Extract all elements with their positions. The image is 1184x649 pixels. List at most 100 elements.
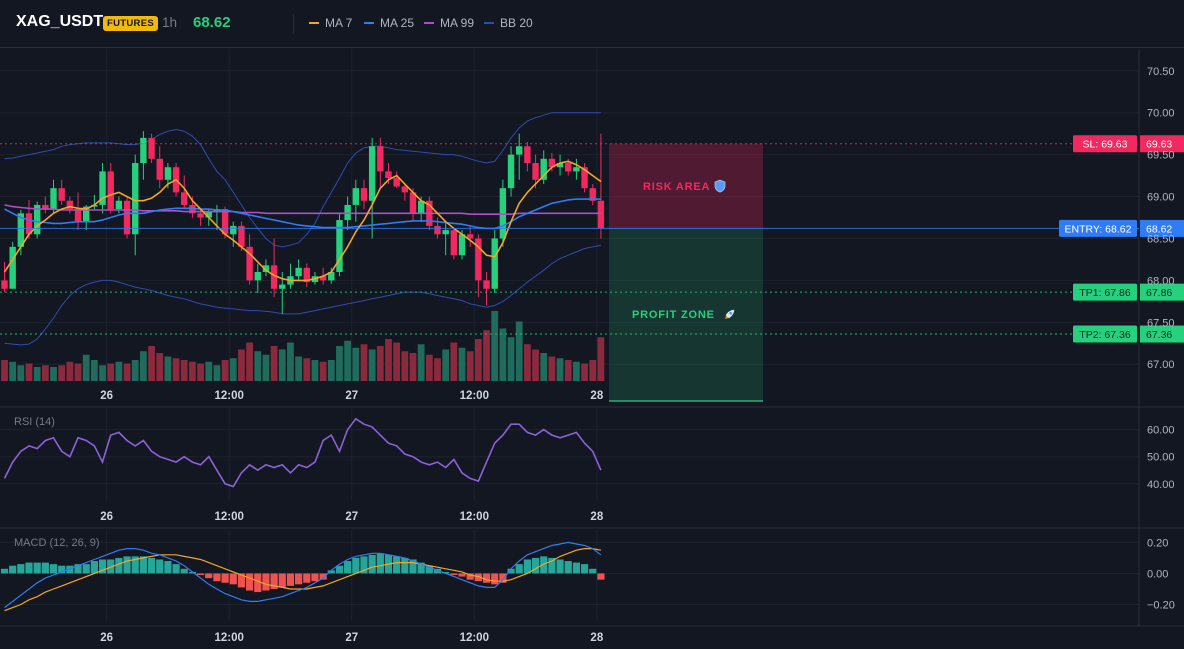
- volume-bar: [229, 358, 237, 381]
- candle-body: [132, 163, 139, 235]
- time-tick-label: 27: [345, 390, 358, 402]
- macd-histogram-bar: [499, 573, 507, 583]
- candle-body: [565, 163, 572, 172]
- candle-body: [336, 220, 343, 273]
- volume-bar: [66, 361, 74, 381]
- time-tick-label: 28: [590, 511, 603, 523]
- macd-panel: MACD (12, 26, 9): [0, 537, 605, 612]
- volume-bar: [99, 365, 106, 381]
- time-tick-label: 12:00: [460, 390, 489, 402]
- chart-header: XAG_USDT FUTURES 1h 68.62 MA 7 MA 25 MA …: [0, 0, 1184, 48]
- price-tick-label: 68.00: [1147, 275, 1175, 287]
- volume-bar: [82, 354, 90, 381]
- volume-bar: [9, 361, 17, 381]
- macd-histogram-bar: [0, 568, 9, 574]
- futures-badge: FUTURES: [103, 16, 158, 31]
- symbol-name[interactable]: XAG_USDT: [16, 13, 104, 30]
- legend-label: BB 20: [500, 16, 533, 30]
- ma99-line: [4, 204, 601, 215]
- macd-histogram-bar: [237, 573, 246, 588]
- volume-bar: [548, 356, 556, 381]
- legend-ma99[interactable]: MA 99: [424, 16, 474, 30]
- legend-label: MA 7: [325, 16, 353, 30]
- macd-histogram-bar: [286, 573, 295, 586]
- macd-histogram-bar: [41, 562, 49, 574]
- legend-bb20[interactable]: BB 20: [484, 16, 533, 30]
- price-tick-label: 67.00: [1147, 359, 1175, 371]
- candle-body: [328, 272, 335, 281]
- candle-body: [197, 213, 204, 218]
- candle-body: [17, 213, 25, 247]
- macd-histogram-bar: [156, 559, 164, 574]
- macd-histogram-bar: [107, 559, 115, 574]
- volume-bar: [254, 351, 262, 381]
- candle-body: [140, 137, 147, 164]
- volume-bar: [491, 311, 499, 381]
- macd-histogram-bar: [335, 565, 344, 574]
- bb-lower-line: [4, 244, 602, 346]
- macd-histogram-bar: [556, 559, 564, 574]
- macd-histogram-bar: [188, 571, 197, 574]
- volume-bar: [319, 361, 327, 381]
- trade-zones: RISK AREA PROFIT ZONE: [609, 143, 763, 402]
- price-tick-label: 67.50: [1147, 317, 1175, 329]
- volume-bars: [1, 311, 605, 381]
- legend-ma7[interactable]: MA 7: [309, 16, 352, 30]
- volume-bar: [352, 347, 360, 381]
- macd-histogram-bar: [572, 562, 580, 574]
- candle-body: [9, 246, 16, 289]
- candle-body: [58, 188, 65, 201]
- candle-body: [466, 234, 474, 239]
- macd-histogram-bar: [597, 573, 605, 580]
- interval-selector[interactable]: 1h: [162, 15, 178, 30]
- macd-histogram-bar: [589, 568, 597, 574]
- candle-body: [491, 238, 498, 289]
- candle-body: [368, 146, 376, 201]
- volume-bar: [74, 363, 82, 381]
- macd-histogram-bar: [540, 556, 548, 574]
- volume-bar: [336, 346, 343, 381]
- macd-histogram-bar: [262, 573, 270, 591]
- candle-body: [148, 137, 155, 159]
- macd-histogram-bar: [49, 564, 58, 574]
- macd-histogram-bar: [17, 564, 25, 574]
- volume-bar: [401, 351, 409, 381]
- candle-body: [442, 230, 449, 235]
- macd-histogram-bar: [131, 556, 139, 574]
- volume-bar: [17, 365, 25, 381]
- volume-bar: [499, 328, 507, 381]
- candle-body: [83, 206, 90, 222]
- macd-histogram-bar: [442, 571, 450, 574]
- legend-ma25[interactable]: MA 25: [364, 16, 414, 30]
- macd-histogram-bar: [172, 564, 180, 574]
- macd-histogram-bar: [474, 573, 482, 582]
- macd-histogram-bar: [352, 557, 360, 574]
- volume-bar: [589, 360, 597, 381]
- candle-body: [548, 158, 556, 168]
- candle-body: [377, 146, 384, 172]
- price-tick-label: 69.00: [1147, 192, 1175, 204]
- candle-body: [458, 234, 466, 256]
- candle-body: [532, 163, 539, 180]
- macd-histogram-bar: [58, 565, 66, 574]
- macd-histogram-bar: [409, 559, 417, 574]
- macd-histogram-bar: [82, 564, 90, 574]
- candle-body: [597, 200, 605, 229]
- candle-body: [352, 188, 360, 205]
- candle-body: [507, 154, 515, 189]
- volume-bar: [434, 358, 441, 381]
- volume-bar: [311, 360, 319, 381]
- candle-body: [107, 171, 114, 210]
- stop-loss-tag: [1073, 135, 1137, 153]
- candle-body: [33, 204, 41, 235]
- volume-bar: [581, 363, 588, 381]
- candle-body: [279, 284, 286, 289]
- candle-body: [540, 158, 547, 180]
- candle-body: [524, 146, 531, 164]
- entry-tag-label: ENTRY: 68.62: [1065, 223, 1132, 235]
- candle-body: [164, 167, 172, 180]
- macd-histogram-bar: [491, 573, 499, 585]
- volume-bar: [278, 349, 286, 381]
- header-divider: [293, 14, 294, 34]
